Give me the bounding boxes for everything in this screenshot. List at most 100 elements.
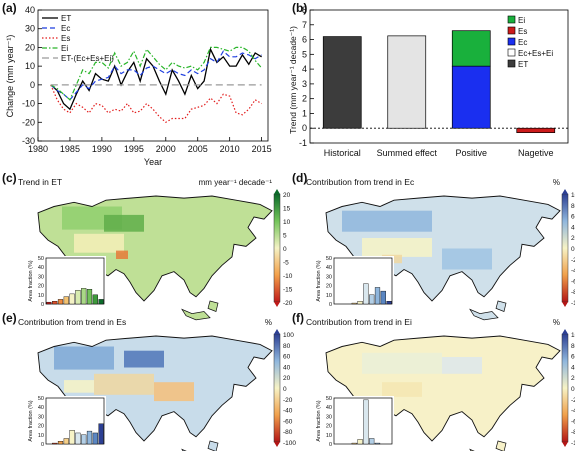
legend-label: Ei (61, 44, 68, 53)
hist-y-tick-c: 30 (38, 274, 44, 280)
hist-y-tick-e: 50 (38, 396, 44, 402)
hist-bar-c (57, 299, 64, 305)
islands-e (181, 440, 219, 451)
map-patch (382, 382, 422, 397)
map-patch (362, 238, 432, 257)
hist-y-tick-f: 50 (326, 396, 332, 402)
series-line-es (50, 84, 262, 124)
y-tick-label-a: 20 (25, 42, 35, 52)
hist-y-tick-f: 10 (326, 433, 332, 439)
category-label-b: Summed effect (377, 148, 438, 158)
hist-y-tick-d: 0 (329, 302, 332, 308)
bar-chart-b: -1 0 1 2 3 4 5 6 7 8 Historical Summed effect Positi… (288, 5, 569, 158)
y-tick-label-a: -20 (22, 117, 35, 127)
map-panel-e: Contribution from trend in Es %1008060402… (18, 317, 296, 451)
colorbar-bottom-arrow (562, 302, 568, 307)
plot-frame-b (309, 9, 569, 144)
colorbar-label-f: 60 (571, 354, 575, 361)
colorbar-top-arrow (274, 329, 280, 334)
hist-y-tick-f: 0 (329, 442, 332, 448)
map-unit-d: % (553, 178, 560, 187)
map-patch (104, 214, 144, 232)
map-patch (442, 357, 482, 374)
x-tick-label-a: 2005 (188, 144, 208, 154)
colorbar-label-d: -60 (571, 278, 575, 285)
legend-label: ET-(Ec+Es+Ei) (61, 54, 114, 63)
colorbar-label-f: 80 (571, 343, 575, 350)
colorbar-label-c: 15 (283, 206, 291, 213)
colorbar-label-d: 20 (571, 235, 575, 242)
panel-label-c: (c) (2, 171, 17, 185)
y-tick-label-b: 6 (302, 35, 307, 45)
y-tick-label-a: -30 (22, 136, 35, 146)
bar-et (322, 36, 362, 129)
hist-y-tick-c: 40 (38, 265, 44, 271)
map-land-e (37, 335, 273, 451)
legend-label-b: Es (518, 27, 527, 36)
hist-frame-c (45, 257, 105, 305)
hist-bar-c (81, 288, 87, 305)
colorbar-label-f: -20 (571, 397, 575, 404)
colorbar-label-c: -20 (283, 300, 293, 307)
hist-bar-d (369, 294, 375, 305)
colorbar-top-arrow (562, 189, 568, 194)
colorbar-top-arrow (562, 329, 568, 334)
x-tick-label-a: 2010 (220, 144, 240, 154)
map-panel-d: Contribution from trend in Ec%1008060402… (306, 177, 575, 321)
hist-y-tick-e: 10 (38, 433, 44, 439)
hist-y-tick-c: 50 (38, 256, 44, 262)
hist-y-tick-f: 40 (326, 405, 332, 411)
hist-bar-f (369, 438, 375, 445)
map-title-e: Contribution from trend in Es (18, 317, 126, 327)
hist-bar-e (52, 442, 58, 445)
hist-frame-f (333, 397, 393, 445)
x-tick-label-a: 1985 (60, 144, 80, 154)
hist-y-tick-e: 0 (41, 442, 44, 448)
colorbar-label-c: -10 (283, 273, 293, 280)
colorbar-top-arrow (274, 189, 280, 194)
colorbar-label-f: -100 (571, 440, 575, 447)
colorbar-label-e: -100 (283, 440, 296, 447)
hist-bar-d (363, 283, 369, 305)
colorbar-label-e: -80 (283, 429, 293, 436)
hist-y-tick-e: 40 (38, 405, 44, 411)
hist-ylabel-c: Area fraction (%) (28, 260, 34, 301)
panel-label-e: (e) (2, 311, 17, 325)
x-tick-label-a: 1980 (28, 144, 48, 154)
legend-label: ET (61, 14, 71, 23)
colorbar-label-c: -15 (283, 287, 293, 294)
hist-bar-e (98, 423, 104, 445)
y-tick-label-b: 0 (302, 123, 307, 133)
colorbar-label-f: 100 (571, 332, 575, 339)
colorbar-label-e: 0 (283, 386, 287, 393)
colorbar-label-f: -60 (571, 418, 575, 425)
hist-y-tick-f: 30 (326, 414, 332, 420)
map-patch (342, 210, 432, 232)
hist-bar-c (69, 293, 75, 305)
category-label-b: Positive (455, 148, 487, 158)
hist-bg-f (310, 396, 394, 450)
hist-bar-d (351, 302, 357, 305)
colorbar-label-d: -40 (571, 268, 575, 275)
colorbar-label-c: -5 (283, 260, 289, 267)
y-tick-label-b: 2 (302, 94, 307, 104)
hist-bar-d (386, 301, 392, 305)
hist-bar-e (86, 430, 93, 445)
hist-bar-c (92, 294, 98, 305)
map-patch (94, 373, 154, 395)
map-patch (116, 250, 128, 259)
hist-bar-c (52, 301, 58, 305)
y-tick-label-a: -10 (22, 99, 35, 109)
bar-ec (451, 65, 491, 129)
y-tick-label-b: 4 (302, 64, 307, 74)
panel-label-a: (a) (2, 1, 17, 15)
hist-bar-d (380, 290, 386, 305)
hist-bar-f (363, 399, 369, 445)
hist-bar-d (357, 301, 363, 305)
hist-y-tick-c: 0 (41, 302, 44, 308)
hist-y-tick-c: 20 (38, 284, 44, 290)
colorbar-label-c: 0 (283, 246, 287, 253)
hist-y-tick-e: 20 (38, 424, 44, 430)
bar-ec-es-ei (387, 35, 427, 129)
